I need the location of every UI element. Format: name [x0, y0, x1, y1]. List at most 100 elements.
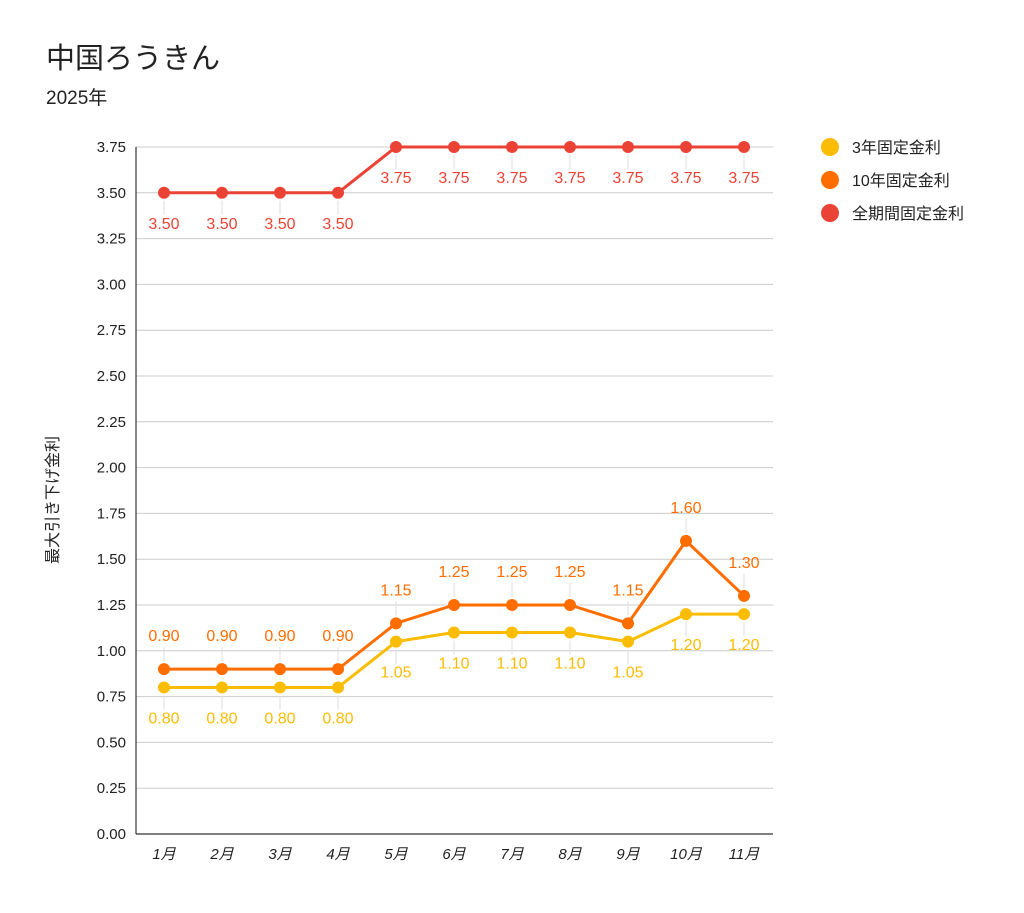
data-label: 1.20 — [728, 637, 759, 654]
data-label: 3.75 — [496, 170, 527, 187]
data-point — [622, 635, 634, 648]
data-point — [390, 617, 402, 630]
data-point — [680, 534, 692, 547]
series-layer: 0.80 0.80 0.80 0.80 1.05 1.10 1.10 1.10 1.05 1.20… — [148, 141, 760, 727]
x-tick-labels: 1月 2月 3月 4月 5月 6月 7月 8月 9月 10月 11月 — [152, 846, 760, 863]
data-label: 3.75 — [728, 170, 759, 187]
x-tick-label: 2月 — [209, 846, 234, 863]
data-point — [564, 626, 576, 639]
y-tick-label: 0.25 — [97, 780, 126, 797]
data-point — [738, 141, 750, 153]
legend-label: 10年固定金利 — [852, 172, 950, 190]
data-label: 1.05 — [612, 665, 643, 682]
data-label: 3.50 — [322, 216, 353, 233]
data-point — [448, 141, 460, 153]
data-point — [332, 663, 344, 676]
series-1 — [158, 518, 750, 676]
legend-label: 全期間固定金利 — [852, 205, 964, 223]
data-point — [738, 608, 750, 621]
data-point — [332, 186, 344, 199]
y-tick-label: 2.75 — [97, 322, 126, 339]
y-tick-label: 0.75 — [97, 689, 126, 706]
data-labels-0: 0.80 0.80 0.80 0.80 1.05 1.10 1.10 1.10 1.05 1.20… — [148, 637, 759, 727]
data-point — [216, 186, 228, 199]
x-tick-label: 9月 — [616, 846, 640, 863]
data-point — [158, 681, 170, 694]
x-tick-label: 1月 — [152, 846, 176, 863]
series-0 — [158, 608, 750, 710]
x-tick-label: 4月 — [326, 846, 350, 863]
y-tick-label: 2.50 — [97, 368, 126, 385]
data-point — [738, 589, 750, 602]
chart-subtitle: 2025年 — [46, 87, 107, 109]
data-point — [216, 681, 228, 694]
y-tick-label: 0.00 — [97, 826, 126, 843]
y-tick-label: 0.50 — [97, 734, 126, 751]
data-point — [448, 599, 460, 611]
data-label: 1.05 — [380, 665, 411, 682]
data-label: 1.15 — [612, 582, 643, 599]
data-label: 1.25 — [496, 564, 527, 581]
x-tick-label: 5月 — [384, 846, 408, 863]
data-label: 0.80 — [264, 710, 295, 727]
y-tick-labels: 0.00 0.25 0.50 0.75 1.00 1.25 1.50 1.75 2.00 2.25… — [97, 139, 126, 843]
data-label: 3.75 — [670, 170, 701, 187]
y-tick-label: 3.75 — [97, 139, 126, 156]
data-point — [158, 663, 170, 676]
y-tick-label: 1.00 — [97, 643, 126, 660]
data-label: 3.50 — [148, 216, 179, 233]
y-tick-label: 1.25 — [97, 597, 126, 614]
data-point — [390, 141, 402, 153]
data-label: 1.30 — [728, 555, 759, 572]
y-tick-label: 2.00 — [97, 460, 126, 477]
data-point — [506, 626, 518, 639]
data-label: 1.15 — [380, 582, 411, 599]
data-point — [622, 617, 634, 630]
data-point — [506, 141, 518, 153]
data-label: 0.90 — [322, 628, 353, 645]
data-point — [680, 141, 692, 153]
data-label: 3.50 — [206, 216, 237, 233]
chart-title: 中国ろうきん — [46, 42, 220, 75]
gridlines — [135, 146, 773, 835]
data-point — [680, 608, 692, 621]
y-tick-label: 3.25 — [97, 231, 126, 248]
data-point — [274, 663, 286, 676]
x-tick-label: 7月 — [500, 846, 524, 863]
data-label: 1.60 — [670, 500, 701, 517]
data-point — [506, 599, 518, 611]
data-label: 3.50 — [264, 216, 295, 233]
data-label: 3.75 — [554, 170, 585, 187]
data-label: 0.80 — [322, 710, 353, 727]
data-point — [564, 599, 576, 611]
data-label: 1.25 — [438, 564, 469, 581]
data-point — [622, 141, 634, 153]
data-labels-2: 3.50 3.50 3.50 3.50 3.75 3.75 3.75 3.75 3.75 3.75… — [148, 170, 759, 233]
data-label: 1.10 — [496, 655, 527, 672]
y-tick-label: 3.00 — [97, 276, 126, 293]
data-point — [274, 681, 286, 694]
data-label: 3.75 — [380, 170, 411, 187]
legend-label: 3年固定金利 — [852, 139, 941, 157]
x-tick-label: 8月 — [558, 846, 582, 863]
x-tick-label: 11月 — [729, 846, 761, 863]
data-label: 1.10 — [554, 655, 585, 672]
data-label: 0.80 — [206, 710, 237, 727]
x-tick-label: 10月 — [670, 846, 703, 863]
data-label: 0.90 — [206, 628, 237, 645]
data-label: 3.75 — [612, 170, 643, 187]
data-label: 1.10 — [438, 655, 469, 672]
y-tick-label: 2.25 — [97, 414, 126, 431]
x-tick-label: 3月 — [268, 846, 292, 863]
y-axis-label: 最大引き下げ金利 — [44, 436, 62, 564]
y-tick-label: 3.50 — [97, 185, 126, 202]
data-point — [274, 186, 286, 199]
data-label: 3.75 — [438, 170, 469, 187]
x-tick-label: 6月 — [442, 846, 466, 863]
data-point — [448, 626, 460, 639]
data-label: 1.25 — [554, 564, 585, 581]
data-point — [332, 681, 344, 694]
legend-marker — [821, 171, 839, 189]
